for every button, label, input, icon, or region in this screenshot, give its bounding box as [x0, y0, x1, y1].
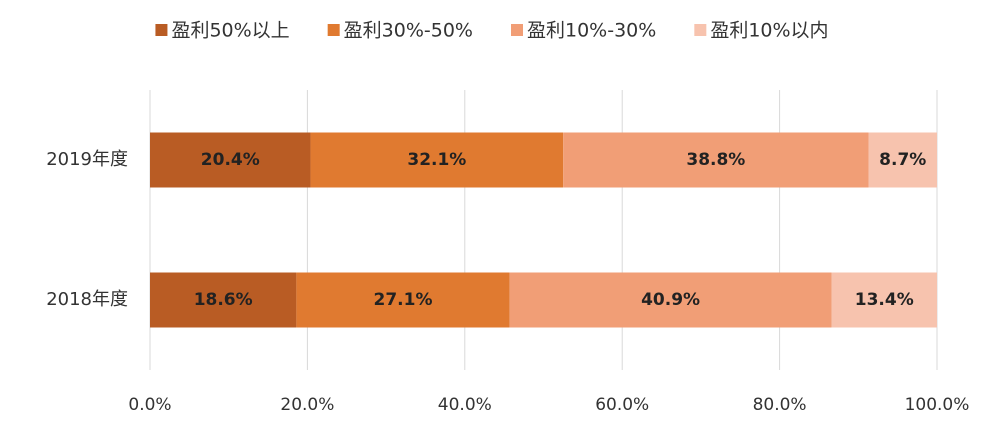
- data-label: 18.6%: [194, 290, 253, 310]
- legend-swatch: [694, 24, 707, 36]
- bar-segment: [868, 132, 937, 188]
- data-label: 32.1%: [407, 150, 466, 170]
- bar-segment: [509, 272, 832, 328]
- legend-swatch: [327, 24, 340, 36]
- x-tick-label: 80.0%: [753, 395, 807, 415]
- bar-segment: [150, 272, 297, 328]
- legend-label: 盈利50%以上: [171, 20, 289, 42]
- bar-segment: [563, 132, 869, 188]
- x-tick-label: 20.0%: [280, 395, 334, 415]
- bar-segment: [296, 272, 510, 328]
- x-tick-label: 40.0%: [438, 395, 492, 415]
- bar-segment: [310, 132, 564, 188]
- x-tick-label: 100.0%: [905, 395, 970, 415]
- legend-swatch: [155, 24, 168, 36]
- data-label: 38.8%: [686, 150, 745, 170]
- x-tick-label: 0.0%: [128, 395, 171, 415]
- y-tick-label: 2019年度: [46, 149, 128, 170]
- bar-segment: [150, 132, 311, 188]
- bar-segment: [831, 272, 937, 328]
- legend-label: 盈利10%以内: [710, 20, 828, 42]
- legend-label: 盈利30%-50%: [344, 20, 473, 42]
- data-label: 13.4%: [855, 290, 914, 310]
- x-tick-label: 60.0%: [595, 395, 649, 415]
- legend-swatch: [511, 24, 523, 36]
- data-label: 40.9%: [641, 290, 700, 310]
- data-label: 27.1%: [374, 290, 433, 310]
- data-label: 20.4%: [201, 150, 260, 170]
- y-tick-label: 2018年度: [46, 289, 128, 310]
- data-label: 8.7%: [879, 150, 926, 170]
- legend-label: 盈利10%-30%: [527, 20, 656, 42]
